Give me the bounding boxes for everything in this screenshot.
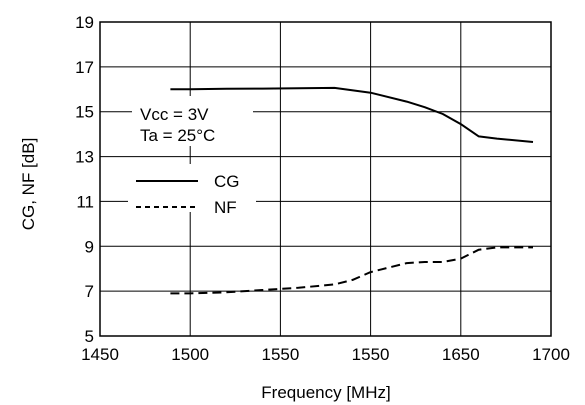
y-tick-label: 9 (85, 237, 94, 256)
legend-background (128, 164, 256, 212)
x-tick-label: 1500 (171, 345, 209, 364)
y-tick-label: 11 (76, 192, 94, 211)
x-axis-title: Frequency [MHz] (261, 383, 390, 402)
x-tick-label: 1650 (442, 345, 480, 364)
y-tick-label: 19 (75, 13, 94, 32)
x-tick-label: 1700 (532, 345, 570, 364)
legend-label-cg: CG (214, 172, 240, 191)
y-tick-label: 5 (85, 327, 94, 346)
x-tick-label: 1550 (261, 345, 299, 364)
y-tick-label: 15 (75, 103, 94, 122)
legend-label-nf: NF (214, 198, 237, 217)
series-lines (170, 86, 534, 295)
plot-border (99, 21, 552, 337)
annotation-vcc: Vcc = 3V (140, 105, 209, 124)
y-tick-labels: 5 7 9 11 13 15 17 19 (75, 13, 94, 346)
series-line-nf (170, 246, 533, 295)
annotation-ta: Ta = 25°C (140, 126, 215, 145)
x-tick-label: 1450 (81, 345, 119, 364)
y-tick-label: 13 (75, 148, 94, 167)
y-tick-label: 7 (85, 282, 94, 301)
legend: CG NF (136, 172, 240, 217)
series-line-cg (170, 86, 534, 143)
x-tick-labels: 1450 1500 1550 1550 1650 1700 (81, 345, 570, 364)
y-axis-title: CG, NF [dB] (19, 138, 38, 231)
y-tick-label: 17 (75, 58, 94, 77)
annotation-background (132, 96, 253, 146)
plot-frame (99, 21, 552, 337)
x-tick-label: 1550 (352, 345, 390, 364)
